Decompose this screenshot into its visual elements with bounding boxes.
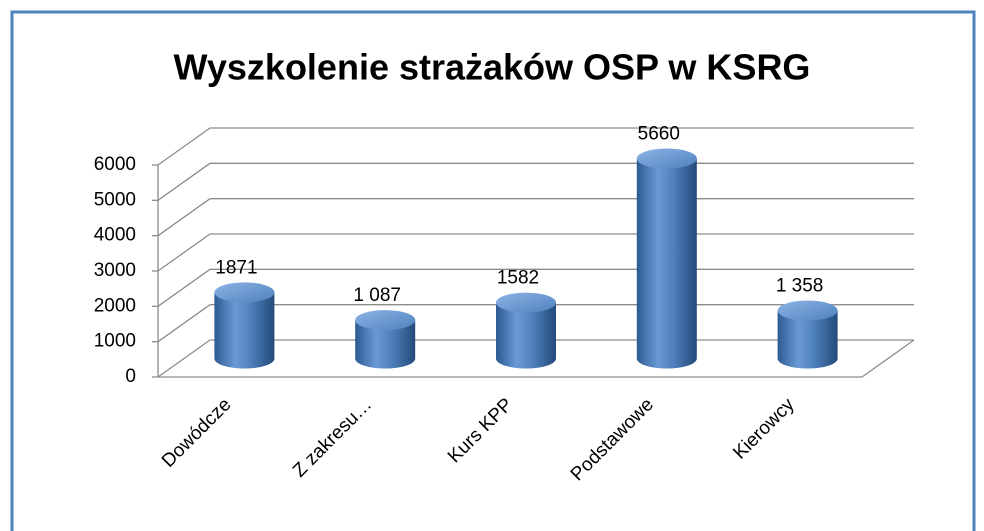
y-tick-label: 3000 bbox=[94, 260, 136, 281]
y-tick-label: 5000 bbox=[94, 189, 136, 210]
bar bbox=[636, 158, 697, 369]
value-label: 1582 bbox=[497, 268, 539, 289]
bar-top bbox=[355, 310, 416, 331]
grid-line bbox=[157, 198, 211, 237]
value-label: 1871 bbox=[215, 257, 257, 278]
floor-line bbox=[861, 339, 915, 378]
grid-line bbox=[157, 304, 211, 343]
bar-top bbox=[214, 282, 275, 303]
y-tick-label: 6000 bbox=[94, 154, 136, 175]
bar bbox=[496, 302, 556, 369]
grid-line bbox=[157, 339, 211, 378]
grid-line bbox=[157, 233, 211, 272]
chart-frame bbox=[10, 10, 976, 531]
grid-line bbox=[157, 162, 211, 201]
value-label: 1 358 bbox=[776, 276, 824, 297]
grid-line bbox=[157, 127, 211, 166]
bar-top bbox=[636, 148, 697, 169]
bar-top bbox=[496, 292, 556, 313]
value-label: 5660 bbox=[638, 124, 680, 145]
bar-top bbox=[777, 300, 838, 321]
y-tick-label: 4000 bbox=[94, 225, 136, 246]
value-label: 1 087 bbox=[353, 285, 401, 306]
y-tick-label: 2000 bbox=[94, 295, 136, 316]
y-tick-label: 0 bbox=[125, 366, 136, 387]
bar bbox=[777, 310, 838, 369]
y-tick-label: 1000 bbox=[94, 331, 136, 352]
bar bbox=[214, 292, 275, 369]
grid-line bbox=[157, 268, 211, 307]
chart-title: Wyszkolenie strażaków OSP w KSRG bbox=[174, 47, 811, 88]
bar bbox=[355, 320, 416, 369]
